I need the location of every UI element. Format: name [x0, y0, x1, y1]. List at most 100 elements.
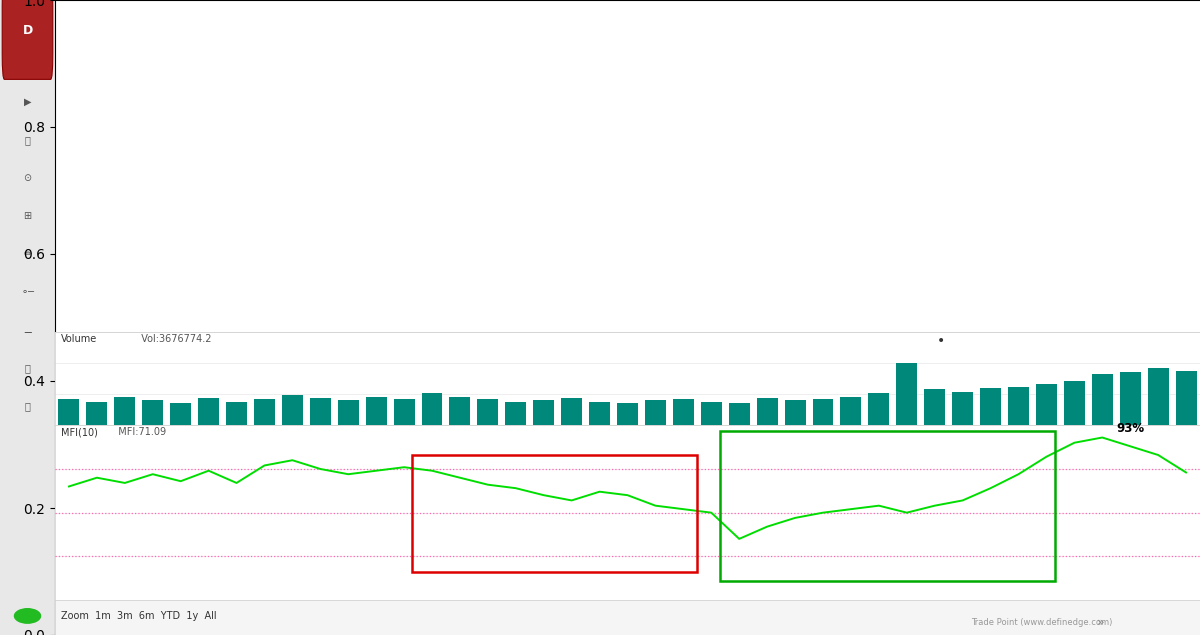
Text: Zoom  1m  3m  6m  YTD  1y  All: Zoom 1m 3m 6m YTD 1y All: [61, 611, 216, 621]
Text: Dt:10/06/2020, O:10072.6, H:10148.75, L:10036.85, C:10116.15: Dt:10/06/2020, O:10072.6, H:10148.75, L:…: [61, 65, 374, 75]
Bar: [1147, 368, 1169, 425]
Bar: [1008, 387, 1028, 425]
Text: ?: ?: [1132, 13, 1136, 22]
Bar: [116, 225, 133, 241]
Bar: [924, 389, 946, 425]
Text: Volume: Volume: [61, 334, 97, 344]
Text: MFI:71.09: MFI:71.09: [113, 427, 167, 437]
Bar: [143, 401, 163, 425]
Bar: [731, 258, 748, 266]
Bar: [1064, 380, 1085, 425]
Bar: [618, 250, 636, 258]
Bar: [282, 396, 302, 425]
Text: 93%: 93%: [1116, 422, 1145, 435]
FancyBboxPatch shape: [2, 0, 53, 79]
Bar: [59, 399, 79, 425]
Bar: [728, 403, 750, 425]
Bar: [533, 401, 554, 425]
Bar: [982, 142, 1000, 167]
Bar: [114, 397, 136, 425]
Text: »: »: [1097, 616, 1104, 629]
Text: Trade Point (www.definedge.com): Trade Point (www.definedge.com): [971, 618, 1112, 627]
Bar: [421, 393, 443, 425]
Bar: [337, 401, 359, 425]
Bar: [1121, 68, 1139, 93]
Bar: [617, 403, 638, 425]
Text: ⛶: ⛶: [24, 363, 30, 373]
Bar: [394, 399, 414, 425]
Bar: [758, 250, 776, 258]
Bar: [1093, 93, 1111, 101]
Bar: [1009, 149, 1027, 150]
Text: NSE ▾: NSE ▾: [61, 13, 92, 22]
Text: ▶: ▶: [24, 97, 31, 107]
Text: ⊞⊟: ⊞⊟: [956, 13, 972, 22]
Bar: [814, 233, 832, 241]
Bar: [228, 233, 246, 241]
Bar: [506, 208, 524, 220]
Bar: [644, 401, 666, 425]
Bar: [589, 402, 610, 425]
Bar: [870, 217, 888, 225]
Bar: [198, 398, 220, 425]
Bar: [590, 241, 608, 250]
Bar: [451, 184, 469, 203]
Bar: [1120, 372, 1141, 425]
Bar: [256, 200, 274, 208]
Bar: [535, 225, 553, 236]
Text: ⬜: ⬜: [24, 135, 30, 145]
Bar: [254, 399, 275, 425]
Bar: [144, 220, 162, 241]
Bar: [702, 274, 720, 283]
Bar: [88, 233, 106, 250]
Bar: [60, 233, 78, 250]
Text: 📷: 📷: [919, 13, 924, 22]
Text: D: D: [23, 24, 32, 37]
Bar: [952, 392, 973, 425]
Text: •: •: [937, 334, 944, 348]
Bar: [199, 217, 217, 241]
Bar: [720, 431, 1055, 581]
Bar: [1176, 371, 1196, 425]
Text: ⊞: ⊞: [24, 211, 31, 221]
Bar: [86, 402, 107, 425]
Bar: [367, 187, 385, 208]
Text: Nifty 50 (Candle): Nifty 50 (Candle): [61, 38, 152, 48]
Bar: [898, 217, 916, 220]
Bar: [842, 225, 860, 233]
Text: ✏: ✏: [24, 249, 31, 259]
Bar: [1177, 84, 1195, 88]
Bar: [170, 403, 191, 425]
Bar: [869, 393, 889, 425]
Bar: [505, 402, 527, 425]
Text: MFI(10): MFI(10): [61, 427, 97, 437]
Text: 🔬: 🔬: [1004, 13, 1009, 22]
Bar: [812, 399, 834, 425]
Bar: [647, 258, 665, 266]
Bar: [785, 401, 805, 425]
Text: 🗑: 🗑: [24, 401, 30, 411]
Bar: [896, 363, 917, 425]
Bar: [172, 217, 190, 233]
Text: Daily: Daily: [444, 38, 478, 48]
Polygon shape: [418, 288, 613, 312]
Bar: [954, 184, 972, 192]
Bar: [840, 397, 862, 425]
Text: ⊞⊞: ⊞⊞: [1042, 13, 1056, 22]
Bar: [413, 455, 697, 572]
Text: 34%: 34%: [541, 616, 569, 629]
Bar: [925, 200, 943, 208]
Text: ⚌⚌: ⚌⚌: [871, 13, 888, 22]
Bar: [1038, 109, 1055, 134]
Text: ⚊: ⚊: [23, 325, 32, 335]
Text: CMP: 11215.45 (82.85, 0.74%): CMP: 11215.45 (82.85, 0.74%): [169, 38, 332, 48]
Bar: [673, 399, 694, 425]
Bar: [786, 241, 804, 250]
Bar: [283, 184, 301, 192]
Polygon shape: [781, 236, 949, 286]
Bar: [1036, 384, 1057, 425]
Bar: [562, 398, 582, 425]
Bar: [980, 388, 1001, 425]
Text: ⚬─: ⚬─: [20, 287, 35, 297]
Ellipse shape: [13, 608, 41, 624]
